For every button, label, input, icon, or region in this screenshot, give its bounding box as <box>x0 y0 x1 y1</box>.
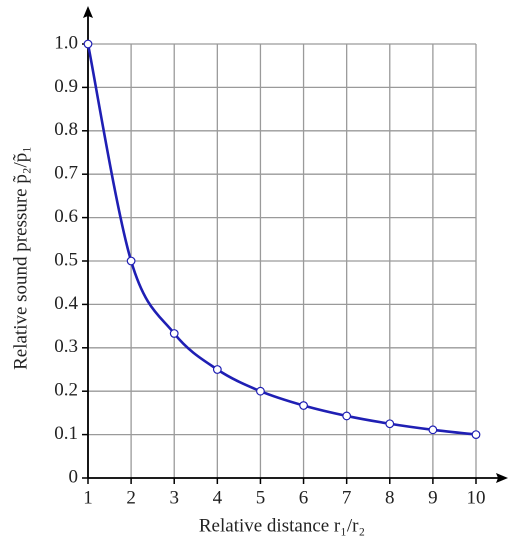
x-axis-label: Relative distance r₁/r₂ <box>199 515 365 536</box>
y-axis-label: Relative sound pressure p̃₂/p̃₁ <box>10 146 31 370</box>
y-tick-label: 0.1 <box>54 423 78 444</box>
line <box>86 43 477 436</box>
y-tick-label: 0.5 <box>54 249 78 270</box>
point <box>256 386 265 396</box>
y-tick-label: 0.2 <box>54 380 78 401</box>
x-tick-label: 8 <box>385 487 395 508</box>
x-tick-label: 5 <box>256 487 266 508</box>
x-tick-label: 1 <box>83 487 93 508</box>
y-tick-label: 0.7 <box>54 163 78 184</box>
x-tick-label: 10 <box>467 487 486 508</box>
y-tick-label: 1.0 <box>54 32 78 53</box>
point <box>385 419 395 429</box>
y-axis-arrow <box>83 6 93 18</box>
y-tick-label: 0 <box>69 466 79 487</box>
point <box>342 411 352 421</box>
x-tick-label: 4 <box>213 487 223 508</box>
x-tick-label: 2 <box>126 487 136 508</box>
point <box>428 425 438 435</box>
x-tick-label: 7 <box>342 487 352 508</box>
y-tick-label: 0.9 <box>54 76 78 97</box>
point <box>169 329 179 338</box>
y-tick-label: 0.4 <box>54 293 78 314</box>
y-tick-label: 0.6 <box>54 206 78 227</box>
y-tick-label: 0.3 <box>54 336 78 357</box>
x-tick-label: 6 <box>299 487 309 508</box>
point <box>126 256 136 266</box>
point <box>212 365 222 374</box>
x-tick-label: 9 <box>428 487 438 508</box>
point <box>471 430 481 440</box>
x-axis-arrow <box>496 473 508 483</box>
x-tick-label: 3 <box>169 487 179 508</box>
point <box>299 401 308 410</box>
point <box>83 39 93 49</box>
y-tick-label: 0.8 <box>54 119 78 140</box>
